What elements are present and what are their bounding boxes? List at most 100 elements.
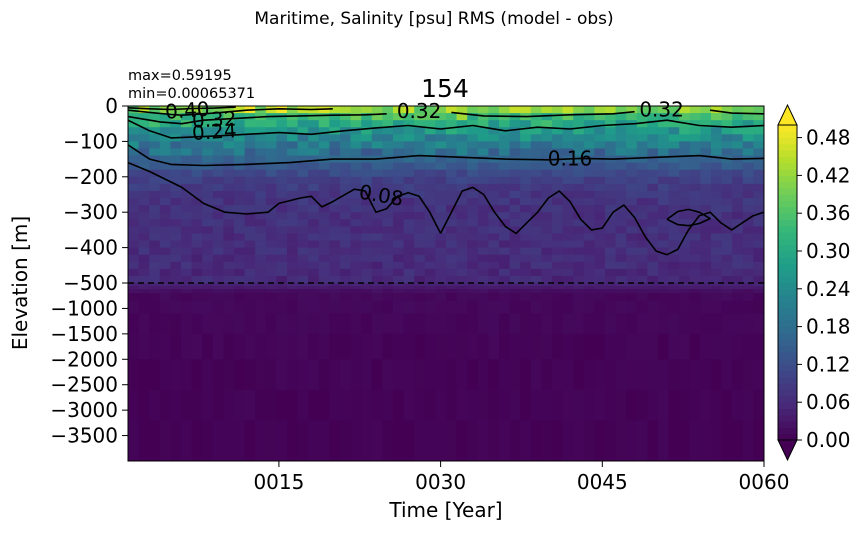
colorbar-segment	[778, 414, 797, 422]
heatmap-cell	[700, 183, 712, 192]
heatmap-cell	[562, 247, 574, 256]
heatmap-cell	[371, 289, 383, 294]
heatmap-cell	[255, 254, 267, 263]
heatmap-cell	[499, 283, 511, 285]
heatmap-cell	[424, 120, 436, 128]
heatmap-cell	[255, 293, 267, 302]
heatmap-cell	[424, 141, 436, 150]
heatmap-cell	[265, 313, 277, 335]
heatmap-cell	[340, 293, 352, 302]
heatmap-cell	[520, 240, 532, 249]
heatmap-cell	[605, 183, 617, 192]
y-tick-label: −3500	[50, 424, 118, 448]
heatmap-cell	[658, 198, 670, 206]
contour-line	[439, 186, 764, 256]
heatmap-cell	[223, 268, 235, 277]
heatmap-cell	[626, 183, 638, 192]
heatmap-cell	[477, 300, 489, 315]
heatmap-cell	[255, 198, 267, 206]
heatmap-cell	[128, 141, 140, 150]
heatmap-cell	[520, 169, 532, 178]
heatmap-cell	[446, 240, 458, 249]
heatmap-cell	[393, 293, 405, 302]
heatmap-cell	[424, 183, 436, 192]
heatmap-cell	[499, 106, 511, 114]
heatmap-cell	[435, 254, 447, 263]
heatmap-cell	[202, 240, 214, 249]
heatmap-cell	[753, 333, 764, 360]
heatmap-cell	[541, 313, 553, 335]
contour-line	[451, 110, 635, 118]
heatmap-cell	[520, 212, 532, 220]
heatmap-cell	[562, 113, 574, 121]
heatmap-cell	[329, 106, 341, 114]
heatmap-cell	[679, 247, 691, 256]
heatmap-cell	[753, 233, 764, 242]
heatmap-cell	[255, 289, 267, 294]
contour-lines	[128, 106, 764, 256]
heatmap-cell	[318, 300, 330, 315]
heatmap-cell	[276, 289, 288, 294]
colorbar-tick-label: 0.18	[806, 315, 851, 339]
heatmap-cell	[382, 283, 394, 285]
heatmap-cell	[329, 113, 341, 121]
heatmap-cell	[700, 254, 712, 263]
heatmap-cell	[636, 275, 648, 284]
heatmap-cell	[679, 389, 691, 421]
heatmap-cell	[350, 313, 362, 335]
heatmap-cell	[234, 268, 246, 277]
heatmap-cell	[467, 313, 479, 335]
heatmap-cell	[202, 226, 214, 235]
heatmap-cell	[477, 233, 489, 242]
heatmap-cell	[541, 113, 553, 121]
heatmap-cell	[361, 134, 373, 142]
heatmap-cell	[234, 106, 246, 114]
heatmap-cell	[138, 359, 150, 391]
heatmap-cell	[191, 359, 203, 391]
heatmap-cell	[265, 148, 277, 157]
heatmap-cell	[223, 176, 235, 185]
heatmap-cell	[658, 293, 670, 302]
heatmap-cell	[403, 106, 415, 114]
heatmap-cell	[689, 420, 701, 461]
heatmap-cell	[541, 389, 553, 421]
heatmap-cell	[128, 233, 140, 242]
heatmap-cell	[541, 106, 553, 114]
heatmap-cell	[382, 155, 394, 164]
heatmap-cell	[340, 176, 352, 185]
heatmap-cell	[753, 113, 764, 121]
heatmap-cell	[297, 226, 309, 235]
heatmap-cell	[170, 155, 182, 164]
heatmap-cell	[297, 289, 309, 294]
heatmap-cell	[626, 155, 638, 164]
heatmap-cell	[149, 359, 161, 391]
contour-line	[128, 108, 333, 116]
heatmap-cell	[594, 286, 606, 290]
heatmap-cell	[721, 275, 733, 284]
heatmap-cell	[520, 313, 532, 335]
heatmap-cell	[562, 283, 574, 285]
heatmap-cell	[308, 420, 320, 461]
heatmap-cell	[414, 176, 426, 185]
heatmap-cell	[742, 176, 754, 185]
heatmap-cell	[361, 359, 373, 391]
heatmap-cell	[202, 113, 214, 121]
heatmap-cell	[255, 212, 267, 220]
heatmap-cell	[583, 190, 595, 199]
heatmap-cell	[456, 141, 468, 150]
heatmap-cell	[711, 389, 723, 421]
heatmap-cell	[297, 293, 309, 302]
heatmap-cell	[711, 261, 723, 270]
heatmap-cell	[626, 289, 638, 294]
heatmap-cell	[159, 289, 171, 294]
heatmap-cell	[265, 162, 277, 171]
heatmap-cell	[583, 212, 595, 220]
heatmap-cell	[446, 233, 458, 242]
heatmap-cell	[446, 190, 458, 199]
heatmap-cell	[181, 148, 193, 157]
heatmap-cell	[509, 283, 521, 285]
heatmap-cell	[191, 226, 203, 235]
heatmap-cell	[647, 284, 659, 287]
heatmap-cell	[488, 300, 500, 315]
heatmap-cell	[382, 359, 394, 391]
